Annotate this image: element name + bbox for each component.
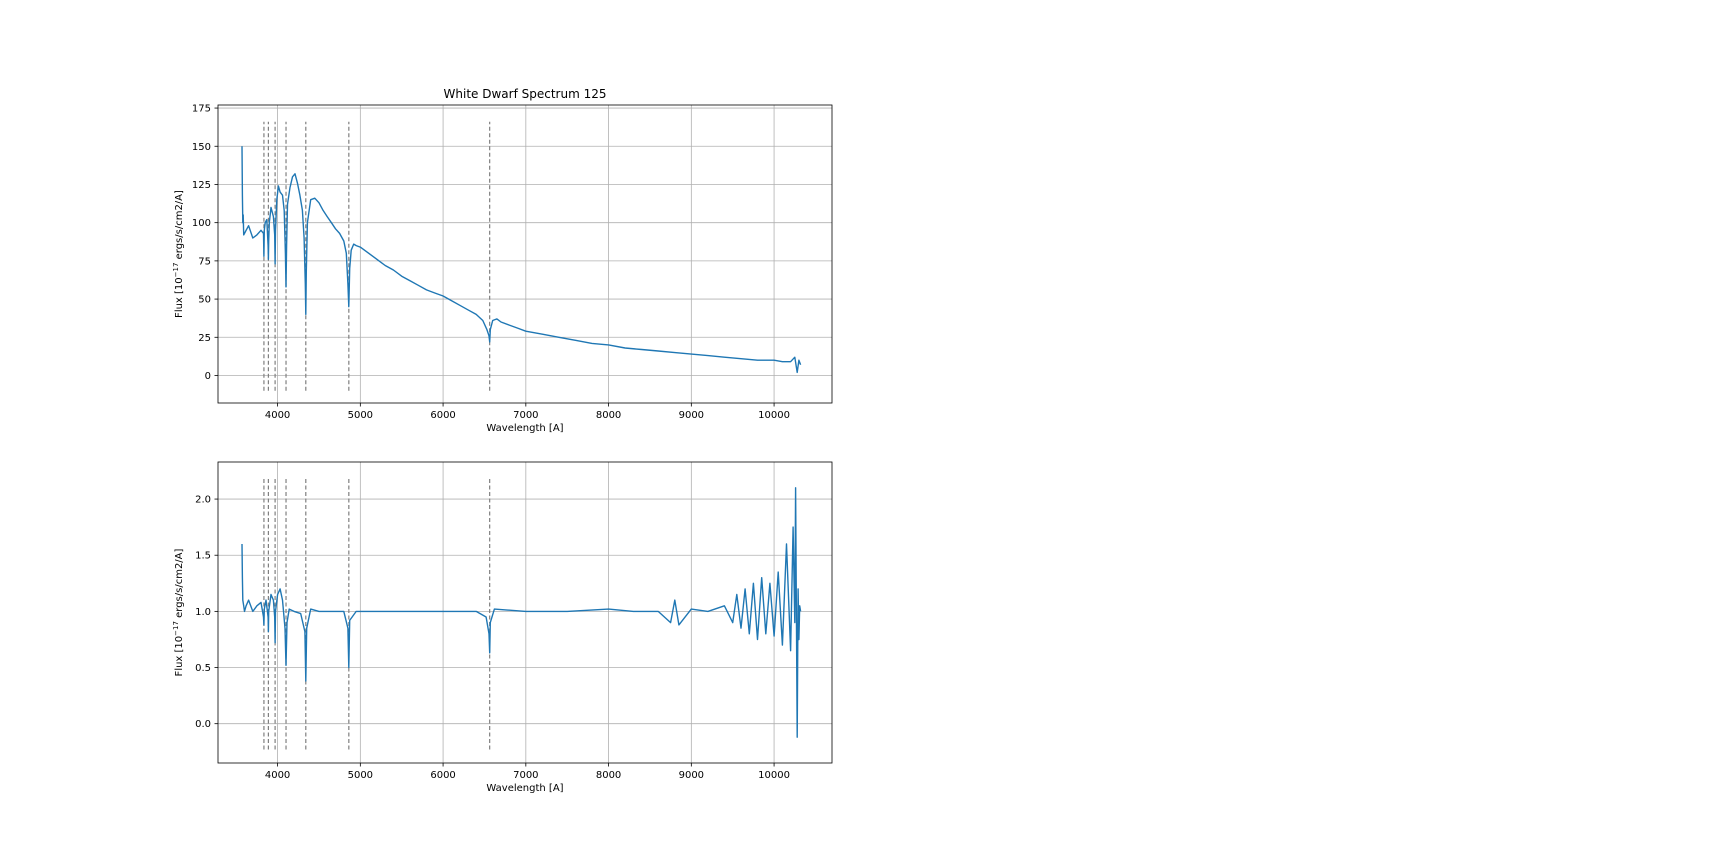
x-axis-ticks: 4000 5000 6000 7000 8000 9000 10000 bbox=[265, 403, 790, 421]
plot-area bbox=[241, 146, 802, 374]
y-axis-ticks: 0.0 0.5 1.0 1.5 2.0 bbox=[195, 495, 218, 730]
y-axis-label-exponent: −17 bbox=[172, 621, 180, 636]
spectrum-line bbox=[241, 146, 802, 374]
y-tick-label: 1.0 bbox=[195, 607, 211, 618]
y-tick-label: 50 bbox=[198, 295, 211, 306]
y-axis-label: Flux [10−17 ergs/s/cm2/A] bbox=[172, 190, 185, 318]
x-axis-label: Wavelength [A] bbox=[486, 423, 563, 434]
y-tick-label: 0.5 bbox=[195, 663, 211, 674]
x-tick-label: 8000 bbox=[596, 410, 621, 421]
x-tick-label: 6000 bbox=[430, 770, 455, 781]
y-tick-label: 2.0 bbox=[195, 495, 211, 506]
spectrum-panel: 4000 5000 6000 7000 8000 9000 10000 0 25 50 75 100… bbox=[172, 87, 833, 434]
x-axis-label: Wavelength [A] bbox=[486, 783, 563, 794]
normalized-spectrum-panel: 4000 5000 6000 7000 8000 9000 10000 0.0 0.5 1.0 1… bbox=[172, 461, 833, 794]
grid bbox=[218, 105, 832, 403]
y-axis-label-suffix: ergs/s/cm2/A] bbox=[174, 190, 185, 263]
y-tick-label: 1.5 bbox=[195, 551, 211, 562]
y-tick-label: 175 bbox=[192, 104, 211, 115]
y-axis-label-prefix: Flux [10 bbox=[174, 636, 185, 677]
y-tick-label: 0 bbox=[205, 371, 211, 382]
x-tick-label: 4000 bbox=[265, 410, 290, 421]
spectrum-line bbox=[241, 487, 802, 738]
x-tick-label: 4000 bbox=[265, 770, 290, 781]
axes-frame bbox=[217, 461, 833, 764]
x-tick-label: 9000 bbox=[679, 770, 704, 781]
x-tick-label: 10000 bbox=[758, 770, 790, 781]
x-tick-label: 6000 bbox=[430, 410, 455, 421]
y-axis-label: Flux [10−17 ergs/s/cm2/A] bbox=[172, 548, 185, 676]
y-tick-label: 100 bbox=[192, 218, 211, 229]
y-tick-label: 75 bbox=[198, 256, 211, 267]
y-tick-label: 0.0 bbox=[195, 719, 211, 730]
x-tick-label: 5000 bbox=[348, 410, 373, 421]
y-axis-label-suffix: ergs/s/cm2/A] bbox=[174, 548, 185, 621]
line-markers bbox=[263, 121, 491, 391]
chart-title: White Dwarf Spectrum 125 bbox=[444, 87, 607, 101]
y-tick-label: 125 bbox=[192, 180, 211, 191]
y-axis-ticks: 0 25 50 75 100 125 150 175 bbox=[192, 104, 218, 382]
y-tick-label: 150 bbox=[192, 142, 211, 153]
axes-frame bbox=[217, 104, 833, 404]
plot-area bbox=[241, 487, 802, 738]
y-axis-label-exponent: −17 bbox=[172, 263, 180, 278]
y-tick-label: 25 bbox=[198, 333, 211, 344]
x-tick-label: 10000 bbox=[758, 410, 790, 421]
y-axis-label-prefix: Flux [10 bbox=[174, 277, 185, 318]
x-tick-label: 5000 bbox=[348, 770, 373, 781]
x-tick-label: 7000 bbox=[513, 770, 538, 781]
x-axis-ticks: 4000 5000 6000 7000 8000 9000 10000 bbox=[265, 763, 790, 781]
x-tick-label: 9000 bbox=[679, 410, 704, 421]
x-tick-label: 7000 bbox=[513, 410, 538, 421]
x-tick-label: 8000 bbox=[596, 770, 621, 781]
